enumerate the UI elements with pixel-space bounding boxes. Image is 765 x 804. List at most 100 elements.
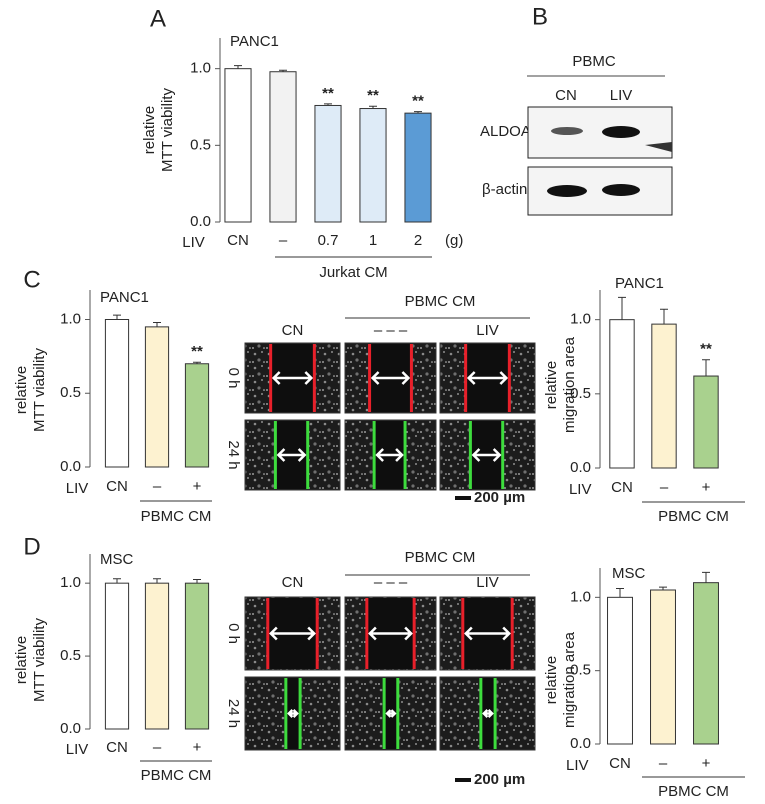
bar [404,112,432,223]
x-unit: (g) [445,232,463,249]
image-row: 0 h [225,368,242,389]
chart-title: PANC1 [615,275,664,292]
y-tick-label: 0.0 [570,459,591,476]
y-axis-label: relative [543,656,560,704]
significance-label: ** [322,85,334,102]
image-column: LIV [476,322,499,339]
gap-arrow [287,709,299,718]
x-tick-label: + [702,755,711,772]
y-tick-label: 0.5 [190,136,211,153]
gap-arrow [370,371,411,385]
significance-label: ** [191,343,203,360]
gap-arrow [368,626,413,641]
y-axis-label: MTT viability [31,618,48,702]
blot-row: β-actin [482,181,527,198]
significance-label: ** [367,87,379,104]
gap-arrow [271,371,314,385]
x-row-label: LIV [66,741,89,758]
gap-arrow [385,709,397,718]
bar [609,319,635,469]
bar [693,375,719,469]
y-axis-label: migration area [561,631,578,728]
x-row-label: LIV [569,481,592,498]
bar [269,71,297,223]
bar [224,68,252,223]
error-bar [702,571,710,583]
error-bar [234,65,242,69]
blot-column: LIV [610,87,633,104]
error-bar [113,578,121,584]
y-axis-label: migration area [561,336,578,433]
bar [314,104,342,223]
error-bar [414,111,422,114]
x-tick-label: + [702,479,711,496]
bar [651,323,677,469]
image-column: LIV [476,574,499,591]
error-bar [369,105,377,109]
x-tick-label: 2 [414,232,422,249]
gap-arrow [375,448,404,462]
error-bar [113,314,121,320]
error-bar [153,578,161,584]
y-tick-label: 1.0 [60,574,81,591]
bar [650,589,676,745]
blot-column: CN [555,87,577,104]
x-row-label: LIV [66,480,89,497]
error-bar [659,586,667,590]
x-tick-label: 0.7 [318,232,339,249]
x-tick-label: CN [611,479,633,496]
bar [104,319,130,468]
x-tick-label: 1 [369,232,377,249]
y-tick-label: 1.0 [570,588,591,605]
significance-label: ** [700,341,712,358]
error-bar [324,103,332,106]
micrograph [439,596,536,671]
error-bar [616,588,624,598]
y-tick-label: 0.0 [570,735,591,752]
image-row: 24 h [225,440,242,469]
x-tick-label: CN [609,755,631,772]
blot-row: ALDOA [480,123,531,140]
micrograph [439,419,536,491]
image-row: 0 h [225,623,242,644]
x-tick-label: – [659,755,668,772]
x-tick-label: – [279,232,288,249]
x-row-label: LIV [182,234,205,251]
bar [693,582,719,745]
gap-arrow [471,448,502,462]
micrograph [244,342,341,414]
panel-label: D [23,533,40,560]
error-bar [193,361,201,364]
y-tick-label: 0.5 [60,384,81,401]
y-axis-label: relative [13,636,30,684]
image-column: – – – [374,574,408,591]
image-column: CN [282,322,304,339]
bar [104,582,130,730]
x-tick-label: CN [106,739,128,756]
chart-title: PANC1 [230,33,279,50]
bar [184,582,210,730]
x-tick-label: CN [227,232,249,249]
y-tick-label: 1.0 [60,310,81,327]
scale-bar-label: 200 µm [474,771,525,788]
image-column: CN [282,574,304,591]
y-tick-label: 0.5 [570,662,591,679]
x-row-label: LIV [566,757,589,774]
image-header: PBMC CM [405,549,476,566]
y-axis-label: relative [141,106,158,154]
micrograph [244,676,341,751]
gap-arrow [276,448,307,462]
error-bar [193,579,201,584]
image-header: PBMC CM [405,293,476,310]
micrograph [344,676,437,751]
micrograph [439,342,536,414]
chart-title: MSC [100,551,134,568]
bar [144,326,170,468]
gap-arrow [464,626,511,641]
x-tick-label: + [193,739,202,756]
bar [144,582,170,730]
y-tick-label: 0.5 [60,647,81,664]
x-tick-label: – [153,739,162,756]
y-axis-label: relative [543,361,560,409]
micrograph [344,596,437,671]
